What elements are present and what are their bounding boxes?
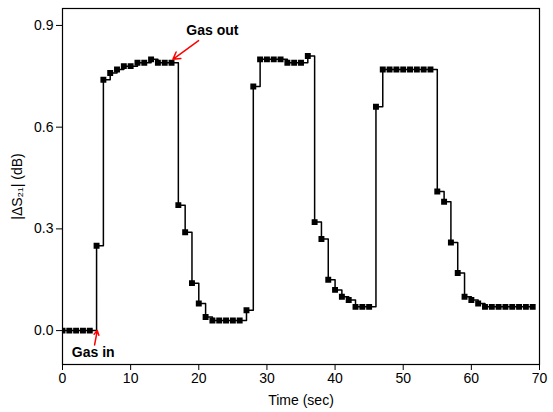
svg-text:Gas out: Gas out xyxy=(186,22,238,38)
svg-text:|ΔS₂₁| (dB): |ΔS₂₁| (dB) xyxy=(9,153,25,219)
svg-text:60: 60 xyxy=(464,370,480,386)
svg-text:40: 40 xyxy=(327,370,343,386)
svg-text:Gas in: Gas in xyxy=(72,344,115,360)
svg-text:0: 0 xyxy=(59,370,67,386)
svg-text:20: 20 xyxy=(191,370,207,386)
svg-text:30: 30 xyxy=(259,370,275,386)
svg-text:70: 70 xyxy=(532,370,548,386)
svg-text:0.6: 0.6 xyxy=(34,119,54,135)
svg-text:Time (sec): Time (sec) xyxy=(268,392,334,408)
svg-text:0.3: 0.3 xyxy=(34,220,54,236)
svg-text:0.9: 0.9 xyxy=(34,17,54,33)
svg-text:50: 50 xyxy=(395,370,411,386)
svg-text:0.0: 0.0 xyxy=(34,322,54,338)
svg-text:10: 10 xyxy=(123,370,139,386)
